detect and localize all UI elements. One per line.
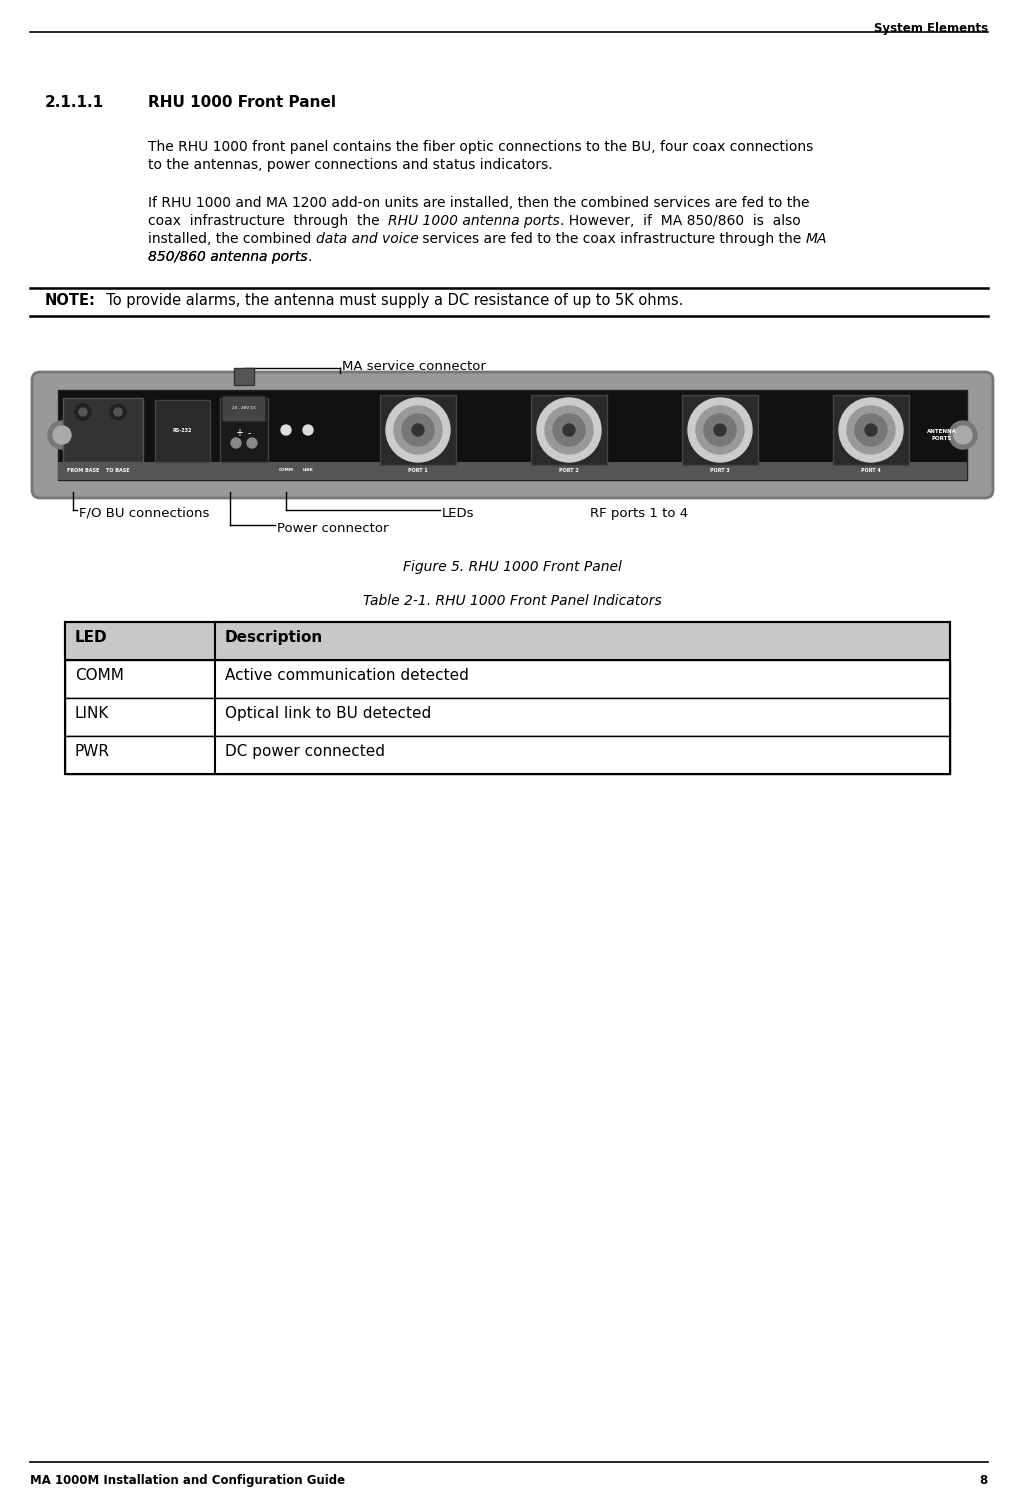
Text: RS-232: RS-232 <box>173 428 193 433</box>
Text: -: - <box>247 428 251 439</box>
Circle shape <box>281 425 291 436</box>
Circle shape <box>704 415 736 446</box>
Circle shape <box>688 398 752 463</box>
Text: Active communication detected: Active communication detected <box>226 668 468 683</box>
Text: FROM BASE: FROM BASE <box>67 467 99 473</box>
Text: PORT 2: PORT 2 <box>559 467 579 473</box>
Bar <box>63 398 144 463</box>
Text: 850/860 antenna ports: 850/860 antenna ports <box>148 250 308 263</box>
Circle shape <box>53 427 71 445</box>
Text: 20 - 48V DC: 20 - 48V DC <box>232 406 256 410</box>
Text: If RHU 1000 and MA 1200 add-on units are installed, then the combined services a: If RHU 1000 and MA 1200 add-on units are… <box>148 196 810 210</box>
Text: LINK: LINK <box>302 469 314 472</box>
Circle shape <box>110 404 126 421</box>
Text: PWR: PWR <box>75 744 110 759</box>
Text: MA service connector: MA service connector <box>342 359 486 373</box>
Circle shape <box>48 421 76 449</box>
Circle shape <box>75 404 91 421</box>
Text: F/O BU connections: F/O BU connections <box>79 507 209 519</box>
Circle shape <box>79 409 87 416</box>
Circle shape <box>855 415 887 446</box>
Circle shape <box>563 424 575 436</box>
Circle shape <box>114 409 122 416</box>
Bar <box>58 463 967 481</box>
Text: Power connector: Power connector <box>277 522 388 534</box>
Text: PORT 4: PORT 4 <box>861 467 880 473</box>
Circle shape <box>402 415 434 446</box>
Text: .: . <box>308 250 312 263</box>
Bar <box>833 395 909 466</box>
Text: installed, the combined: installed, the combined <box>148 232 316 246</box>
Text: DC power connected: DC power connected <box>226 744 385 759</box>
Circle shape <box>247 439 257 448</box>
Circle shape <box>303 425 313 436</box>
Text: to the antennas, power connections and status indicators.: to the antennas, power connections and s… <box>148 159 552 172</box>
Text: MA: MA <box>806 232 827 246</box>
Text: ANTENNA
PORTS: ANTENNA PORTS <box>927 430 957 440</box>
Text: LEDs: LEDs <box>442 507 475 519</box>
Text: data and voice: data and voice <box>316 232 418 246</box>
Text: Optical link to BU detected: Optical link to BU detected <box>226 707 432 722</box>
Circle shape <box>714 424 726 436</box>
Bar <box>65 621 950 774</box>
Text: LINK: LINK <box>75 707 110 722</box>
Text: PORT 1: PORT 1 <box>408 467 427 473</box>
Text: Figure 5. RHU 1000 Front Panel: Figure 5. RHU 1000 Front Panel <box>403 560 621 573</box>
Circle shape <box>545 406 593 454</box>
Circle shape <box>231 439 241 448</box>
Text: RF ports 1 to 4: RF ports 1 to 4 <box>590 507 688 519</box>
Text: System Elements: System Elements <box>874 22 988 34</box>
Text: 850/860 antenna ports: 850/860 antenna ports <box>148 250 308 263</box>
Text: . However,  if  MA 850/860  is  also: . However, if MA 850/860 is also <box>560 214 801 228</box>
Circle shape <box>954 427 972 445</box>
Circle shape <box>537 398 601 463</box>
FancyBboxPatch shape <box>32 371 993 499</box>
Circle shape <box>696 406 744 454</box>
Text: services are fed to the coax infrastructure through the: services are fed to the coax infrastruct… <box>418 232 806 246</box>
Circle shape <box>865 424 877 436</box>
Text: RHU 1000 antenna ports: RHU 1000 antenna ports <box>388 214 560 228</box>
Bar <box>155 400 210 463</box>
Text: coax  infrastructure  through  the: coax infrastructure through the <box>148 214 388 228</box>
Bar <box>220 398 268 463</box>
FancyBboxPatch shape <box>222 397 266 422</box>
Bar <box>531 395 607 466</box>
Bar <box>65 660 950 698</box>
Text: The RHU 1000 front panel contains the fiber optic connections to the BU, four co: The RHU 1000 front panel contains the fi… <box>148 141 813 154</box>
Bar <box>234 368 254 385</box>
Text: To provide alarms, the antenna must supply a DC resistance of up to 5K ohms.: To provide alarms, the antenna must supp… <box>97 293 684 308</box>
Circle shape <box>554 415 585 446</box>
Text: Table 2-1. RHU 1000 Front Panel Indicators: Table 2-1. RHU 1000 Front Panel Indicato… <box>363 594 661 608</box>
Text: COMM: COMM <box>75 668 124 683</box>
Bar <box>380 395 456 466</box>
Text: COMM: COMM <box>279 469 293 472</box>
Text: Description: Description <box>226 630 323 645</box>
Circle shape <box>412 424 424 436</box>
Bar <box>65 698 950 737</box>
Text: RHU 1000 Front Panel: RHU 1000 Front Panel <box>148 94 336 109</box>
Bar <box>65 621 950 660</box>
Bar <box>58 391 967 481</box>
Text: PORT 3: PORT 3 <box>710 467 730 473</box>
Text: NOTE:: NOTE: <box>45 293 96 308</box>
Text: TO BASE: TO BASE <box>107 467 130 473</box>
Bar <box>65 737 950 774</box>
Bar <box>682 395 758 466</box>
Text: LED: LED <box>75 630 108 645</box>
Text: +: + <box>235 428 243 439</box>
Circle shape <box>949 421 977 449</box>
Circle shape <box>847 406 895 454</box>
Circle shape <box>394 406 442 454</box>
Circle shape <box>386 398 450 463</box>
Text: MA 1000M Installation and Configuration Guide: MA 1000M Installation and Configuration … <box>30 1475 345 1487</box>
Circle shape <box>839 398 903 463</box>
Text: 2.1.1.1: 2.1.1.1 <box>45 94 105 109</box>
Text: 8: 8 <box>980 1475 988 1487</box>
